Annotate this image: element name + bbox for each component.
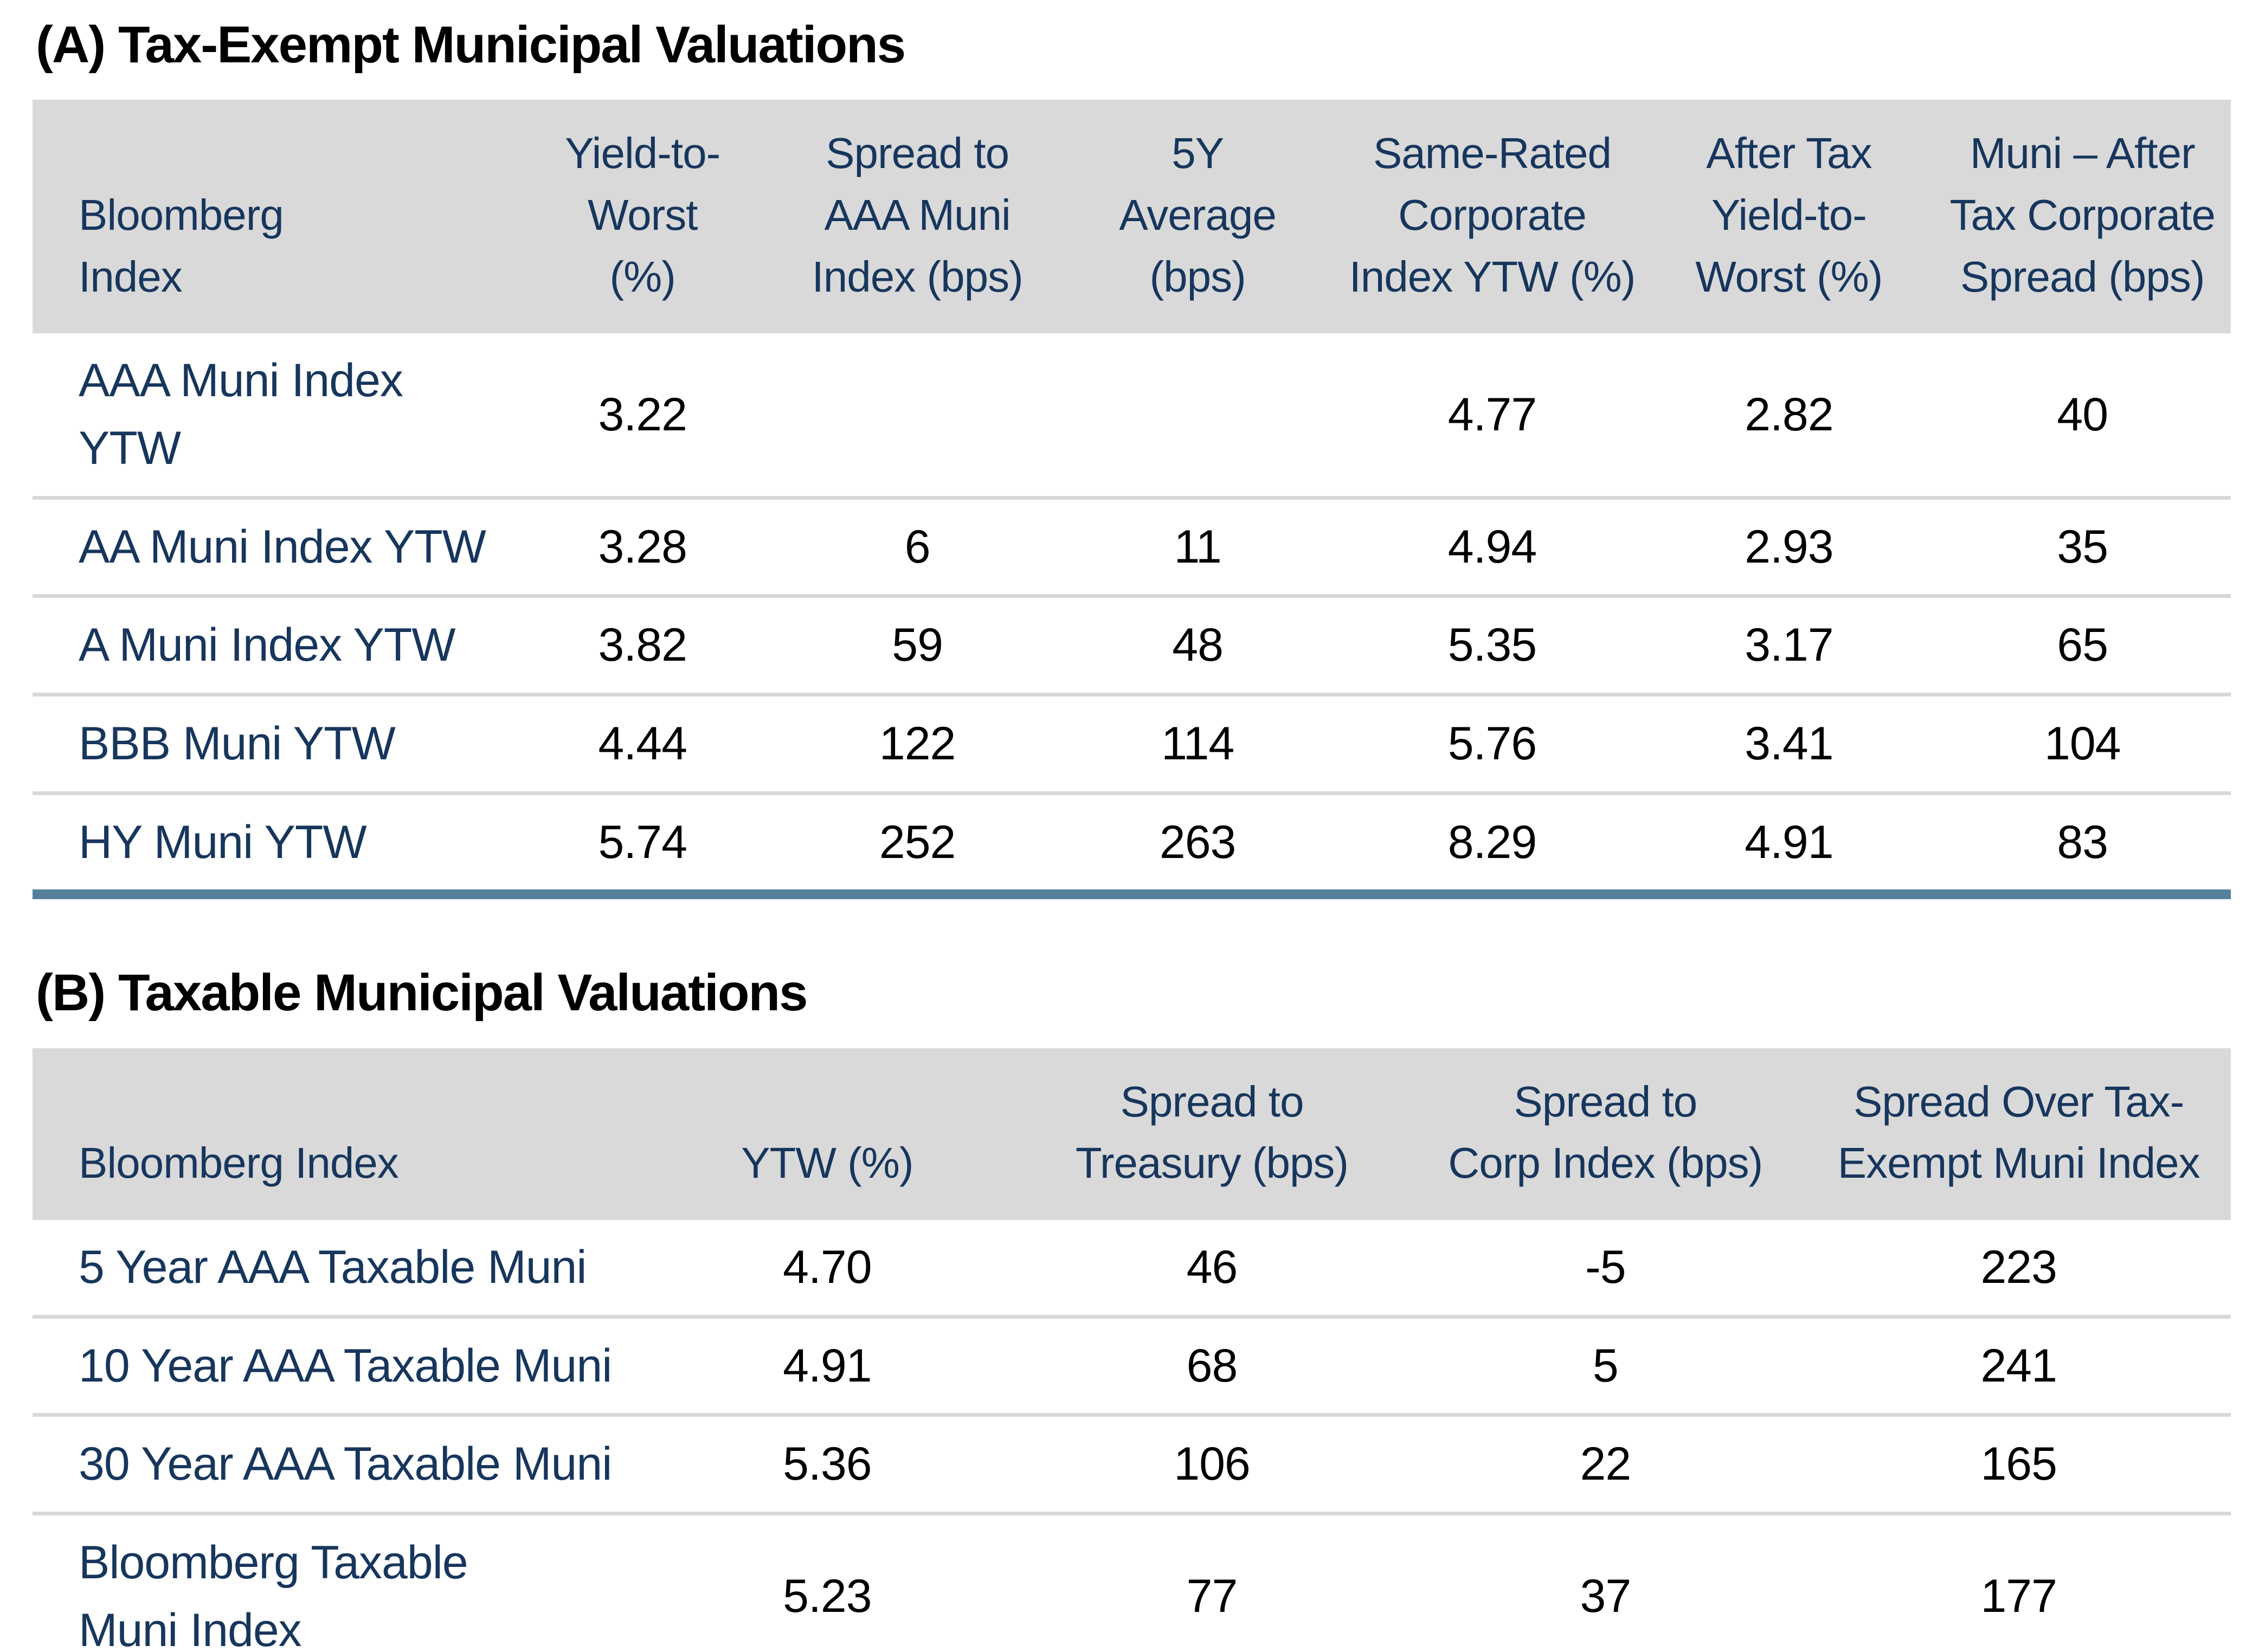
header-yield-to-worst: Yield-to- Worst (%) — [505, 100, 780, 334]
value-cell: 5.36 — [635, 1413, 1020, 1514]
value-cell: 177 — [1806, 1511, 2231, 1652]
value-cell: -5 — [1585, 1241, 1626, 1293]
value-cell: 122 — [780, 692, 1055, 793]
header-same-rated-corporate: Same-Rated Corporate Index YTW (%) — [1340, 100, 1644, 334]
value-cell: 6 — [780, 495, 1055, 596]
row-label: Bloomberg Taxable Muni Index — [33, 1511, 635, 1652]
value-cell: 59 — [780, 594, 1055, 695]
taxable-valuations-table: Bloomberg Index YTW (%) Spread to Treasu… — [33, 1048, 2231, 1652]
value-cell: 3.28 — [505, 495, 780, 596]
value-cell: 4.44 — [505, 692, 780, 793]
value-cell: 165 — [1806, 1413, 2231, 1514]
table-row: HY Muni YTW 5.74 252 263 8.29 4.91 83 — [33, 791, 2231, 895]
row-label: BBB Muni YTW — [33, 692, 505, 793]
row-label: 30 Year AAA Taxable Muni — [33, 1413, 635, 1514]
value-cell: 22 — [1404, 1413, 1807, 1514]
header-ytw: YTW (%) — [635, 1048, 1020, 1220]
value-cell: 104 — [1934, 692, 2231, 793]
header-spread-to-corp: Spread to Corp Index (bps) — [1404, 1048, 1807, 1220]
header-bloomberg-index: Bloomberg Index — [33, 100, 505, 334]
value-cell: 48 — [1054, 594, 1341, 695]
value-cell: 114 — [1054, 692, 1341, 793]
value-cell: 37 — [1404, 1511, 1807, 1652]
table-row: AAA Muni Index YTW 3.22 4.77 2.82 40 — [33, 333, 2231, 498]
header-5y-average: 5Y Average (bps) — [1054, 100, 1341, 334]
table-row: 10 Year AAA Taxable Muni 4.91 68 5 241 — [33, 1314, 2231, 1415]
row-label: 5 Year AAA Taxable Muni — [79, 1241, 587, 1293]
header-bloomberg-index: Bloomberg Index — [33, 1048, 635, 1220]
value-cell: 77 — [1019, 1511, 1405, 1652]
value-cell: 68 — [1019, 1314, 1405, 1415]
value-cell: 4.91 — [1644, 791, 1934, 895]
value-cell: 83 — [1934, 791, 2231, 895]
value-cell: 8.29 — [1340, 791, 1644, 895]
value-cell: 106 — [1019, 1413, 1405, 1514]
header-muni-after-tax-spread: Muni – After Tax Corporate Spread (bps) — [1934, 100, 2231, 334]
value-cell: 65 — [1934, 594, 2231, 695]
table-row: 5 Year AAA Taxable Muni 4.70 46 -5 223 — [33, 1220, 2231, 1317]
table-b-title: (B) Taxable Municipal Valuations — [36, 964, 808, 1022]
value-cell: 2.82 — [1745, 388, 1833, 441]
value-cell: 4.94 — [1340, 495, 1644, 596]
row-label: AA Muni Index YTW — [33, 495, 505, 596]
table-row: Bloomberg Taxable Muni Index 5.23 77 37 … — [33, 1511, 2231, 1652]
value-cell: 5.76 — [1340, 692, 1644, 793]
table-a-header-row: Bloomberg Index Yield-to- Worst (%) Spre… — [33, 100, 2231, 334]
table-a-title: (A) Tax-Exempt Municipal Valuations — [36, 16, 906, 74]
value-cell: 3.41 — [1644, 692, 1934, 793]
value-cell: 4.91 — [635, 1314, 1020, 1415]
value-cell: 5 — [1404, 1314, 1807, 1415]
value-cell: 5.74 — [505, 791, 780, 895]
table-row: 30 Year AAA Taxable Muni 5.36 106 22 165 — [33, 1413, 2231, 1514]
table-row: A Muni Index YTW 3.82 59 48 5.35 3.17 65 — [33, 594, 2231, 695]
value-cell: 35 — [1934, 495, 2231, 596]
row-label: HY Muni YTW — [33, 791, 505, 895]
value-cell: 3.82 — [505, 594, 780, 695]
row-label: A Muni Index YTW — [33, 594, 505, 695]
value-cell: 46 — [1186, 1241, 1238, 1293]
header-spread-over-tax-exempt: Spread Over Tax- Exempt Muni Index — [1806, 1048, 2231, 1220]
header-after-tax-ytw: After Tax Yield-to- Worst (%) — [1644, 100, 1934, 334]
value-cell — [1055, 333, 1341, 498]
value-cell — [780, 333, 1055, 498]
value-cell: 263 — [1054, 791, 1341, 895]
value-cell: 223 — [1980, 1241, 2057, 1293]
value-cell: 40 — [2057, 388, 2108, 441]
header-spread-to-aaa: Spread to AAA Muni Index (bps) — [780, 100, 1055, 334]
value-cell: 5.23 — [635, 1511, 1020, 1652]
value-cell: 11 — [1054, 495, 1341, 596]
row-label: AAA Muni Index YTW — [79, 354, 403, 474]
value-cell: 3.17 — [1644, 594, 1934, 695]
value-cell: 252 — [780, 791, 1055, 895]
value-cell: 4.70 — [783, 1241, 872, 1293]
tax-exempt-valuations-table: Bloomberg Index Yield-to- Worst (%) Spre… — [33, 100, 2231, 900]
value-cell: 3.22 — [598, 388, 687, 441]
header-spread-to-treasury: Spread to Treasury (bps) — [1019, 1048, 1405, 1220]
row-label: 10 Year AAA Taxable Muni — [33, 1314, 635, 1415]
table-row: BBB Muni YTW 4.44 122 114 5.76 3.41 104 — [33, 692, 2231, 793]
value-cell: 2.93 — [1644, 495, 1934, 596]
value-cell: 241 — [1806, 1314, 2231, 1415]
table-row: AA Muni Index YTW 3.28 6 11 4.94 2.93 35 — [33, 495, 2231, 596]
table-b-header-row: Bloomberg Index YTW (%) Spread to Treasu… — [33, 1048, 2231, 1220]
value-cell: 4.77 — [1447, 388, 1537, 441]
value-cell: 5.35 — [1340, 594, 1644, 695]
